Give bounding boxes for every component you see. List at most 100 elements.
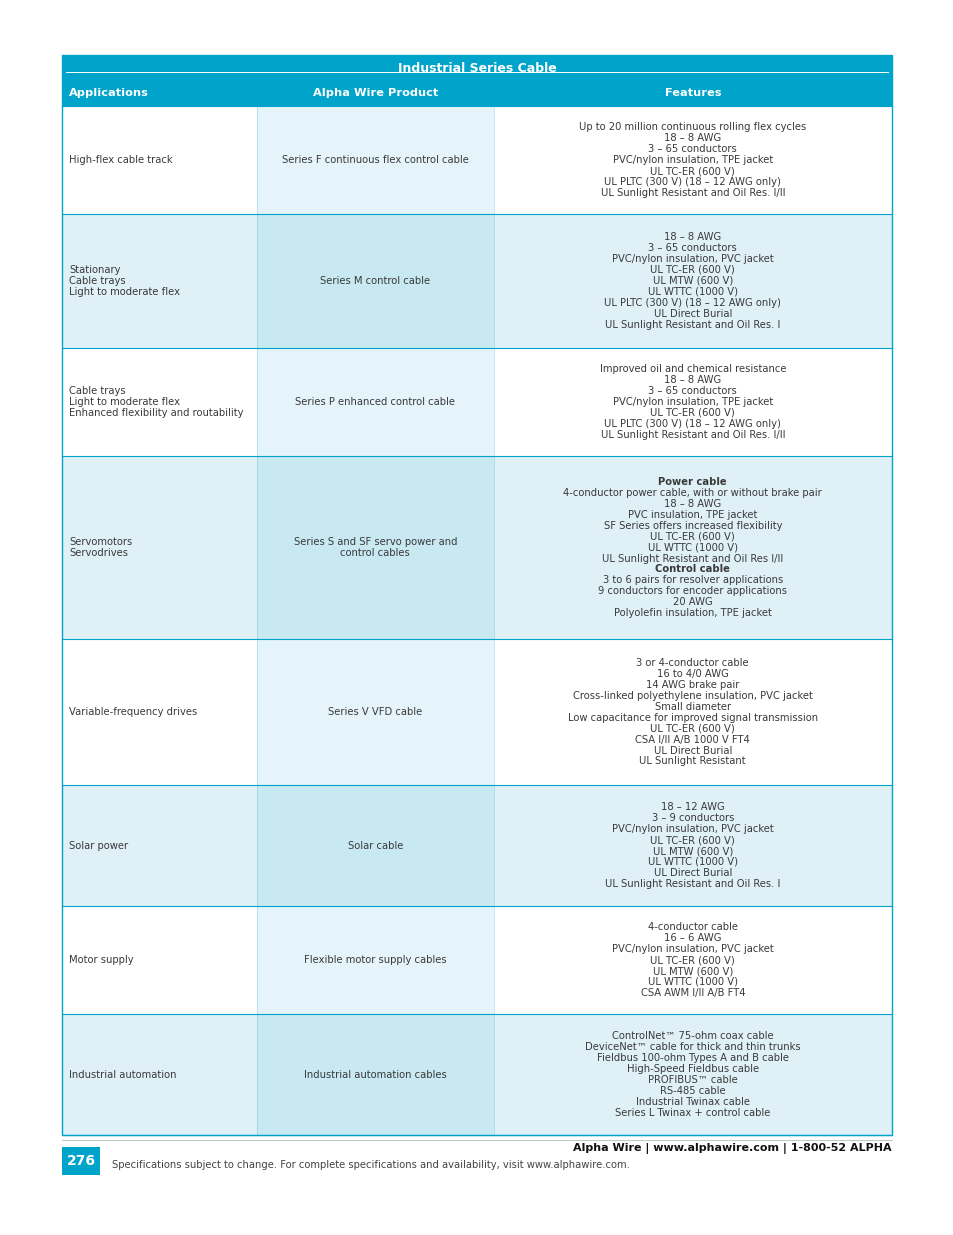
- Text: 18 – 8 AWG: 18 – 8 AWG: [663, 375, 720, 385]
- Text: Industrial automation cables: Industrial automation cables: [304, 1070, 446, 1079]
- Text: Specifications subject to change. For complete specifications and availability, : Specifications subject to change. For co…: [112, 1160, 629, 1170]
- Bar: [256, 106, 493, 214]
- Text: UL TC-ER (600 V): UL TC-ER (600 V): [650, 955, 735, 965]
- Text: UL Sunlight Resistant and Oil Res. I: UL Sunlight Resistant and Oil Res. I: [604, 320, 780, 330]
- Text: UL MTW (600 V): UL MTW (600 V): [652, 846, 732, 856]
- Text: 20 AWG: 20 AWG: [672, 598, 712, 608]
- Text: ControlNet™ 75-ohm coax cable: ControlNet™ 75-ohm coax cable: [611, 1031, 773, 1041]
- Bar: [62, 347, 256, 456]
- Text: UL TC-ER (600 V): UL TC-ER (600 V): [650, 724, 735, 734]
- Text: Alpha Wire Product: Alpha Wire Product: [313, 89, 437, 99]
- Text: UL MTW (600 V): UL MTW (600 V): [652, 966, 732, 976]
- Text: UL WTTC (1000 V): UL WTTC (1000 V): [647, 287, 737, 296]
- Bar: [62, 106, 256, 214]
- Text: Polyolefin insulation, TPE jacket: Polyolefin insulation, TPE jacket: [613, 609, 771, 619]
- Bar: [62, 214, 256, 347]
- Text: Light to moderate flex: Light to moderate flex: [69, 287, 180, 296]
- Text: UL PLTC (300 V) (18 – 12 AWG only): UL PLTC (300 V) (18 – 12 AWG only): [604, 419, 781, 429]
- Bar: [493, 214, 891, 347]
- Bar: [62, 785, 256, 906]
- Text: Industrial Twinax cable: Industrial Twinax cable: [635, 1097, 749, 1107]
- Text: control cables: control cables: [340, 548, 410, 558]
- Text: UL WTTC (1000 V): UL WTTC (1000 V): [647, 857, 737, 867]
- Text: UL Direct Burial: UL Direct Burial: [653, 868, 731, 878]
- Text: UL Sunlight Resistant and Oil Res I/II: UL Sunlight Resistant and Oil Res I/II: [601, 553, 782, 563]
- Bar: [62, 82, 891, 106]
- Text: Series M control cable: Series M control cable: [320, 275, 430, 287]
- Text: High-Speed Fieldbus cable: High-Speed Fieldbus cable: [626, 1065, 758, 1074]
- Text: 9 conductors for encoder applications: 9 conductors for encoder applications: [598, 587, 786, 597]
- Text: PVC/nylon insulation, TPE jacket: PVC/nylon insulation, TPE jacket: [612, 156, 772, 165]
- Text: UL Sunlight Resistant and Oil Res. I/II: UL Sunlight Resistant and Oil Res. I/II: [600, 188, 784, 198]
- Bar: [493, 1014, 891, 1135]
- Text: UL TC-ER (600 V): UL TC-ER (600 V): [650, 531, 735, 542]
- Text: Applications: Applications: [69, 89, 149, 99]
- Bar: [493, 785, 891, 906]
- Text: UL Direct Burial: UL Direct Burial: [653, 746, 731, 756]
- Text: 16 to 4/0 AWG: 16 to 4/0 AWG: [657, 669, 728, 679]
- Text: 18 – 8 AWG: 18 – 8 AWG: [663, 133, 720, 143]
- Text: Enhanced flexibility and routability: Enhanced flexibility and routability: [69, 408, 243, 417]
- Text: Series V VFD cable: Series V VFD cable: [328, 708, 422, 718]
- Text: 18 – 12 AWG: 18 – 12 AWG: [660, 803, 724, 813]
- Text: PVC/nylon insulation, PVC jacket: PVC/nylon insulation, PVC jacket: [611, 254, 773, 264]
- Text: 14 AWG brake pair: 14 AWG brake pair: [645, 679, 739, 690]
- Text: PVC/nylon insulation, TPE jacket: PVC/nylon insulation, TPE jacket: [612, 396, 772, 406]
- Bar: [493, 347, 891, 456]
- Text: PVC/nylon insulation, PVC jacket: PVC/nylon insulation, PVC jacket: [611, 944, 773, 955]
- Text: Cable trays: Cable trays: [69, 275, 126, 287]
- Bar: [256, 214, 493, 347]
- Text: CSA AWM I/II A/B FT4: CSA AWM I/II A/B FT4: [639, 988, 744, 998]
- Text: Industrial automation: Industrial automation: [69, 1070, 176, 1079]
- Text: UL TC-ER (600 V): UL TC-ER (600 V): [650, 266, 735, 275]
- Text: Power cable: Power cable: [658, 477, 726, 487]
- Text: 18 – 8 AWG: 18 – 8 AWG: [663, 232, 720, 242]
- Bar: [256, 906, 493, 1014]
- Text: Solar cable: Solar cable: [347, 841, 402, 851]
- Text: Series L Twinax + control cable: Series L Twinax + control cable: [615, 1108, 770, 1118]
- Text: Small diameter: Small diameter: [654, 701, 730, 711]
- Text: Up to 20 million continuous rolling flex cycles: Up to 20 million continuous rolling flex…: [578, 122, 805, 132]
- Text: UL TC-ER (600 V): UL TC-ER (600 V): [650, 165, 735, 177]
- Text: Cable trays: Cable trays: [69, 385, 126, 395]
- Text: UL Direct Burial: UL Direct Burial: [653, 309, 731, 319]
- Text: Servomotors: Servomotors: [69, 537, 132, 547]
- Text: UL PLTC (300 V) (18 – 12 AWG only): UL PLTC (300 V) (18 – 12 AWG only): [604, 177, 781, 186]
- Text: Fieldbus 100-ohm Types A and B cable: Fieldbus 100-ohm Types A and B cable: [597, 1053, 788, 1063]
- Text: 4-conductor cable: 4-conductor cable: [647, 923, 737, 932]
- Text: CSA I/II A/B 1000 V FT4: CSA I/II A/B 1000 V FT4: [635, 735, 749, 745]
- Text: 3 – 65 conductors: 3 – 65 conductors: [648, 144, 737, 154]
- Text: 4-conductor power cable, with or without brake pair: 4-conductor power cable, with or without…: [563, 488, 821, 498]
- Text: UL Sunlight Resistant and Oil Res. I/II: UL Sunlight Resistant and Oil Res. I/II: [600, 430, 784, 440]
- Text: UL MTW (600 V): UL MTW (600 V): [652, 275, 732, 287]
- Text: UL PLTC (300 V) (18 – 12 AWG only): UL PLTC (300 V) (18 – 12 AWG only): [604, 298, 781, 308]
- Text: Servodrives: Servodrives: [69, 548, 128, 558]
- Text: Series F continuous flex control cable: Series F continuous flex control cable: [281, 156, 468, 165]
- Text: Features: Features: [664, 89, 720, 99]
- Text: UL Sunlight Resistant and Oil Res. I: UL Sunlight Resistant and Oil Res. I: [604, 879, 780, 889]
- Bar: [256, 640, 493, 785]
- Text: Control cable: Control cable: [655, 564, 729, 574]
- Bar: [62, 56, 891, 82]
- Text: 3 – 9 conductors: 3 – 9 conductors: [651, 813, 733, 824]
- Text: 276: 276: [67, 1153, 95, 1168]
- Text: 3 – 65 conductors: 3 – 65 conductors: [648, 385, 737, 395]
- Bar: [493, 640, 891, 785]
- Text: Improved oil and chemical resistance: Improved oil and chemical resistance: [598, 364, 785, 374]
- Text: UL WTTC (1000 V): UL WTTC (1000 V): [647, 542, 737, 552]
- Text: SF Series offers increased flexibility: SF Series offers increased flexibility: [603, 521, 781, 531]
- Text: RS-485 cable: RS-485 cable: [659, 1086, 725, 1095]
- Bar: [62, 906, 256, 1014]
- Bar: [493, 906, 891, 1014]
- Text: Solar power: Solar power: [69, 841, 128, 851]
- Text: Alpha Wire | www.alphawire.com | 1-800-52 ALPHA: Alpha Wire | www.alphawire.com | 1-800-5…: [573, 1144, 891, 1155]
- Text: Stationary: Stationary: [69, 266, 120, 275]
- Text: PVC/nylon insulation, PVC jacket: PVC/nylon insulation, PVC jacket: [611, 824, 773, 834]
- Text: UL WTTC (1000 V): UL WTTC (1000 V): [647, 977, 737, 987]
- Text: Industrial Series Cable: Industrial Series Cable: [397, 62, 556, 74]
- Text: Variable-frequency drives: Variable-frequency drives: [69, 708, 197, 718]
- Text: UL TC-ER (600 V): UL TC-ER (600 V): [650, 408, 735, 417]
- Text: 18 – 8 AWG: 18 – 8 AWG: [663, 499, 720, 509]
- Text: Series S and SF servo power and: Series S and SF servo power and: [294, 537, 456, 547]
- Bar: [62, 1014, 256, 1135]
